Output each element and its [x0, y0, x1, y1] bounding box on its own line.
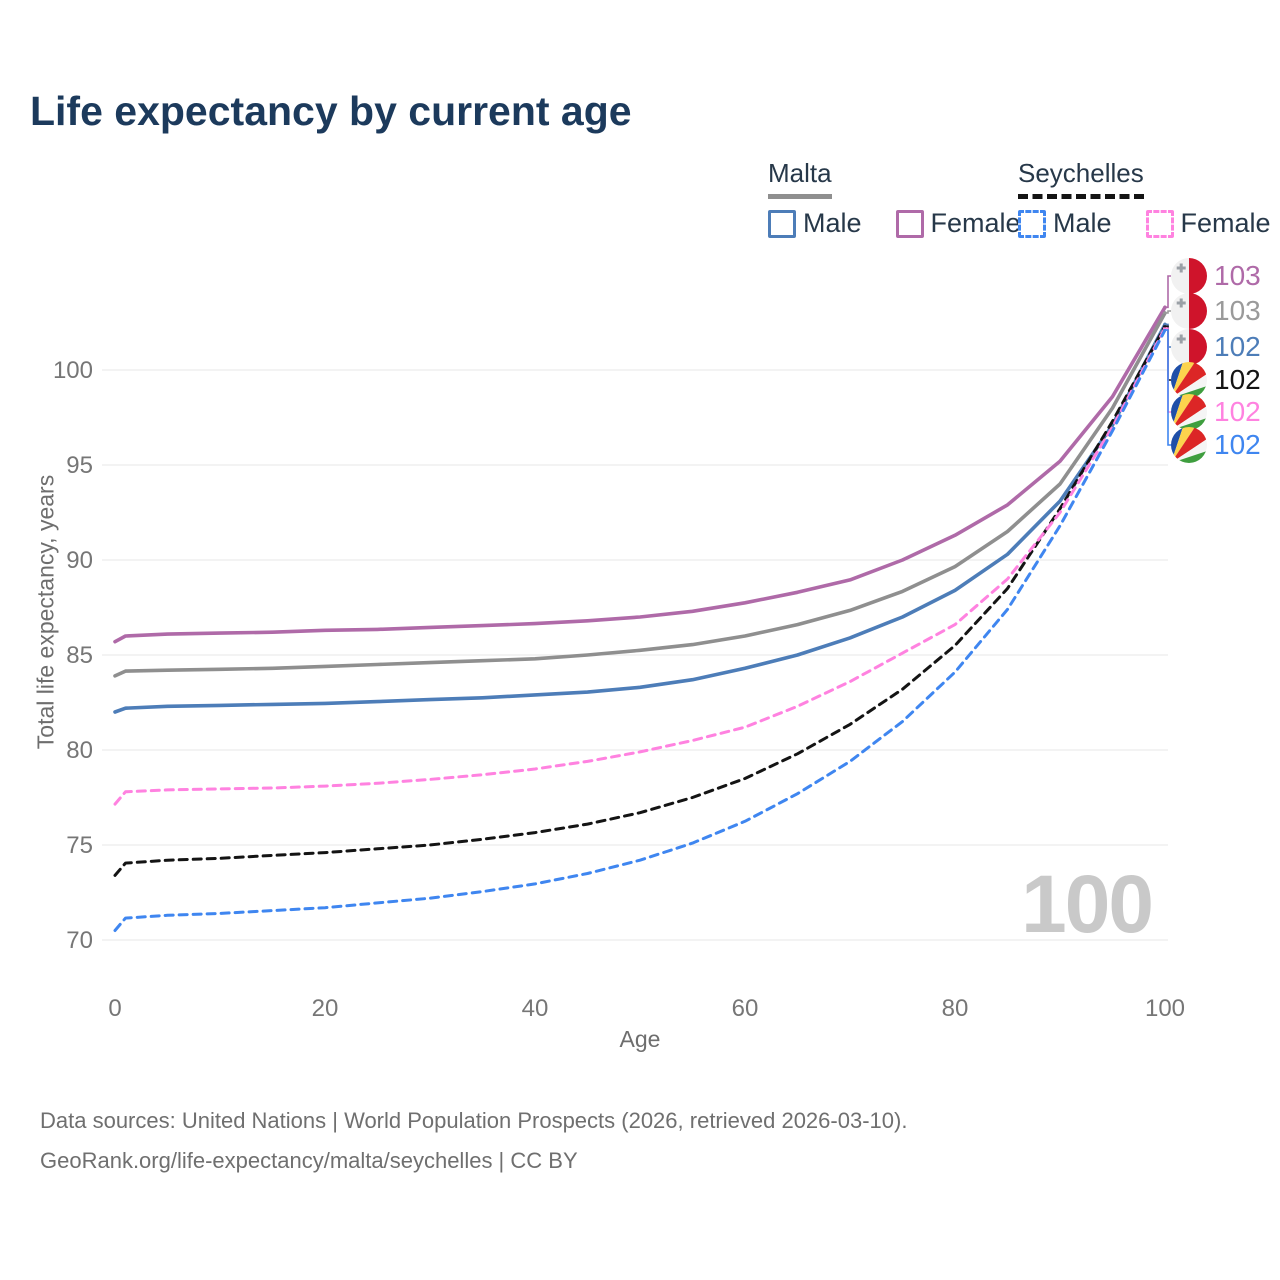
end-label-row-malta-total: 103 — [1171, 293, 1261, 329]
malta-flag-icon — [1171, 258, 1207, 294]
y-tick-label: 100 — [53, 357, 93, 384]
series-line-malta-female[interactable] — [113, 305, 1167, 644]
legend-label: Male — [803, 208, 862, 238]
legend-item-seychelles-female[interactable]: Female — [1145, 208, 1271, 239]
series-line-malta-both-sexes[interactable] — [113, 311, 1167, 678]
end-value: 103 — [1214, 260, 1261, 291]
x-tick-label: 100 — [1145, 995, 1185, 1022]
end-value: 102 — [1214, 396, 1261, 427]
seychelles-female-swatch-icon — [1145, 209, 1174, 238]
y-tick-label: 95 — [66, 452, 93, 479]
end-label-row-seychelles-female: 102 — [1171, 394, 1261, 430]
legend-item-seychelles-male[interactable]: Male — [1018, 208, 1112, 239]
x-tick-label: 40 — [522, 995, 549, 1022]
series-line-seychelles-both-sexes[interactable] — [113, 324, 1167, 877]
seychelles-flag-icon — [1171, 394, 1207, 430]
legend-group-malta: Malta Male Female — [768, 158, 1055, 239]
x-tick-label: 20 — [312, 995, 339, 1022]
y-tick-label: 70 — [66, 927, 93, 954]
page-title: Life expectancy by current age — [30, 88, 632, 134]
legend-label: Male — [1053, 208, 1112, 238]
end-label-row-malta-male: 102 — [1171, 329, 1261, 365]
y-tick-label: 85 — [66, 642, 93, 669]
malta-female-swatch-icon — [895, 209, 924, 238]
y-tick-label: 75 — [66, 832, 93, 859]
malta-flag-icon — [1171, 329, 1207, 365]
footer-attribution: GeoRank.org/life-expectancy/malta/seyche… — [40, 1148, 578, 1173]
legend-group-seychelles: Seychelles Male Female — [1018, 158, 1280, 239]
malta-male-swatch-icon — [768, 209, 796, 238]
legend-label: Female — [1180, 208, 1271, 238]
legend-item-malta-female[interactable]: Female — [895, 208, 1021, 239]
x-tick-label: 0 — [108, 995, 121, 1022]
end-label-row-seychelles-total: 102 — [1171, 362, 1261, 398]
end-label-row-malta-female: 103 — [1171, 258, 1261, 294]
series-line-seychelles-female[interactable] — [113, 326, 1167, 806]
legend-label: Female — [930, 208, 1021, 238]
malta-flag-icon — [1171, 293, 1207, 329]
end-value: 103 — [1214, 295, 1261, 326]
seychelles-flag-icon — [1171, 362, 1207, 398]
seychelles-flag-icon — [1171, 427, 1207, 463]
end-label-leader — [1163, 310, 1171, 314]
end-value: 102 — [1214, 429, 1261, 460]
footer-data-sources: Data sources: United Nations | World Pop… — [40, 1108, 908, 1133]
series-line-malta-male[interactable] — [113, 322, 1167, 714]
end-label-row-seychelles-male: 102 — [1171, 427, 1261, 463]
end-value: 102 — [1214, 364, 1261, 395]
series-line-seychelles-male[interactable] — [113, 328, 1167, 932]
y-tick-label: 90 — [66, 547, 93, 574]
age-watermark: 100 — [1021, 859, 1154, 950]
seychelles-male-swatch-icon — [1018, 209, 1046, 238]
legend-item-malta-male[interactable]: Male — [768, 208, 862, 239]
y-axis-title: Total life expectancy, years — [32, 474, 59, 750]
legend-country-seychelles: Seychelles — [1018, 158, 1144, 199]
end-label-leader — [1163, 329, 1171, 446]
x-tick-label: 80 — [942, 995, 969, 1022]
y-tick-label: 80 — [66, 737, 93, 764]
legend-country-malta: Malta — [768, 158, 832, 199]
x-tick-label: 60 — [732, 995, 759, 1022]
x-axis-title: Age — [619, 1026, 661, 1052]
end-value: 102 — [1214, 331, 1261, 362]
end-label-leader — [1163, 275, 1171, 309]
